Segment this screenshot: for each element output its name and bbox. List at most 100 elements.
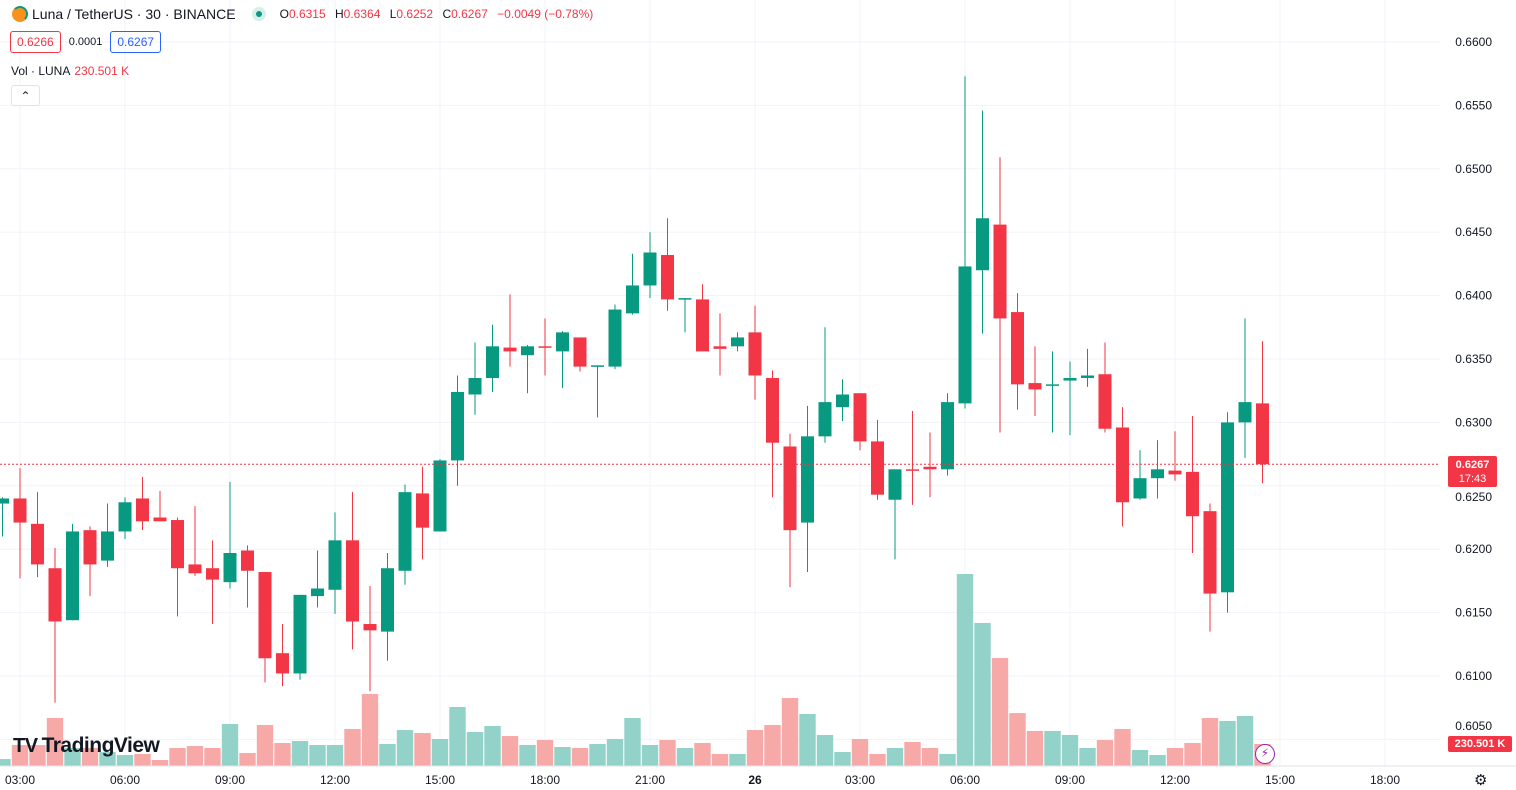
candle-body — [538, 346, 552, 348]
volume-bar — [11, 745, 29, 766]
volume-bar — [1166, 747, 1184, 766]
volume-bars — [0, 574, 1271, 766]
candle — [13, 468, 27, 579]
candle — [678, 298, 692, 333]
candle-body — [1133, 478, 1147, 499]
candle-body — [328, 540, 342, 590]
candle-body — [503, 347, 517, 352]
candle-body — [223, 553, 237, 583]
volume-bar — [379, 743, 396, 766]
candle-body — [801, 436, 814, 523]
time-tick-label: 06:00 — [950, 773, 980, 787]
volume-bar — [694, 743, 711, 766]
candle — [503, 294, 517, 367]
volume-bar — [256, 724, 274, 766]
candle — [206, 540, 219, 625]
candle-body — [293, 594, 307, 674]
volume-bar — [589, 743, 606, 766]
candle — [1133, 450, 1147, 500]
candle — [1203, 503, 1217, 632]
candle-body — [871, 441, 884, 495]
candle — [1098, 342, 1112, 433]
market-open-status-icon — [251, 7, 266, 21]
volume-legend: Vol · LUNA 230.501 K — [11, 64, 129, 78]
volume-bar — [1131, 749, 1149, 766]
candle — [766, 370, 779, 498]
candle — [293, 594, 307, 680]
candle-body — [1081, 375, 1094, 379]
candle — [906, 410, 919, 505]
candle-body — [521, 346, 534, 356]
volume-bar — [169, 747, 186, 766]
candle-body — [416, 493, 429, 528]
close-label: C — [442, 7, 452, 21]
low-value: 0.6252 — [396, 7, 434, 21]
volume-value: 230.501 K — [74, 64, 130, 78]
candle — [241, 545, 254, 608]
candle — [993, 157, 1007, 433]
candle-body — [556, 332, 569, 352]
price-tick-label: 0.6600 — [1455, 35, 1492, 49]
candle-body — [398, 492, 412, 571]
candle — [433, 459, 447, 532]
candle-body — [171, 520, 184, 569]
volume-bar — [1201, 718, 1219, 766]
tradingview-logo[interactable]: TV TradingView — [13, 734, 160, 758]
candle — [1168, 431, 1182, 481]
candle — [713, 313, 727, 376]
gear-icon[interactable]: ⚙ — [1474, 772, 1488, 789]
candle — [888, 469, 902, 560]
candle — [83, 526, 97, 597]
candle — [416, 466, 429, 560]
candle — [398, 484, 412, 585]
candle — [1063, 361, 1077, 436]
volume-bar — [431, 738, 449, 766]
volume-bar — [291, 741, 309, 766]
candle — [836, 379, 849, 422]
candle — [643, 232, 657, 299]
candle-body — [1221, 422, 1234, 593]
last-price-label: 0.6267 17:43 — [1448, 456, 1497, 487]
time-tick-label: 12:00 — [1160, 773, 1190, 787]
open-value: 0.6315 — [288, 7, 326, 21]
candle — [136, 476, 149, 531]
time-tick-label: 09:00 — [215, 773, 245, 787]
time-axis[interactable]: 03:00 06:00 09:00 12:00 15:00 18:00 21:00 26 03:… — [0, 765, 1516, 787]
lightning-icon[interactable]: ⚡︎ — [1255, 744, 1275, 764]
volume-bar — [624, 718, 641, 766]
volume-bar — [851, 738, 869, 766]
candle-body — [346, 540, 359, 622]
candle-body — [1168, 470, 1182, 475]
candle — [958, 76, 972, 409]
volume-bar — [921, 747, 939, 766]
symbol-title[interactable]: Luna / TetherUS · 30 · BINANCE — [32, 6, 236, 22]
time-tick-label: 03:00 — [5, 773, 35, 787]
volume-bar — [309, 745, 326, 766]
price-tick-label: 0.6450 — [1455, 225, 1492, 239]
collapse-legend-button[interactable]: ⌃ — [11, 85, 40, 106]
volume-bar — [99, 751, 116, 766]
candle-body — [276, 653, 289, 674]
candle-body — [608, 309, 622, 367]
candle-body — [1011, 312, 1024, 385]
candle — [48, 547, 62, 703]
sell-price-button[interactable]: 0.6266 — [10, 31, 61, 53]
symbol-legend: Luna / TetherUS · 30 · BINANCE O0.6315 H… — [12, 6, 599, 22]
candle-body — [381, 568, 394, 632]
candle-body — [451, 391, 464, 461]
candle-body — [0, 498, 9, 504]
volume-bar — [1184, 743, 1201, 766]
volume-bar — [1044, 730, 1061, 766]
candle-body — [241, 550, 254, 571]
volume-bar — [991, 657, 1009, 766]
candle — [346, 492, 359, 650]
candle — [923, 432, 937, 498]
price-axis[interactable]: 0.6600 0.6550 0.6500 0.6450 0.6400 0.6350 0.63… — [1440, 0, 1516, 790]
candle-body — [1028, 383, 1042, 390]
candle — [31, 492, 44, 578]
price-tick-label: 0.6100 — [1455, 669, 1492, 683]
candle-body — [486, 346, 499, 379]
buy-price-button[interactable]: 0.6267 — [110, 31, 162, 53]
last-price-value: 0.6267 — [1455, 459, 1490, 471]
